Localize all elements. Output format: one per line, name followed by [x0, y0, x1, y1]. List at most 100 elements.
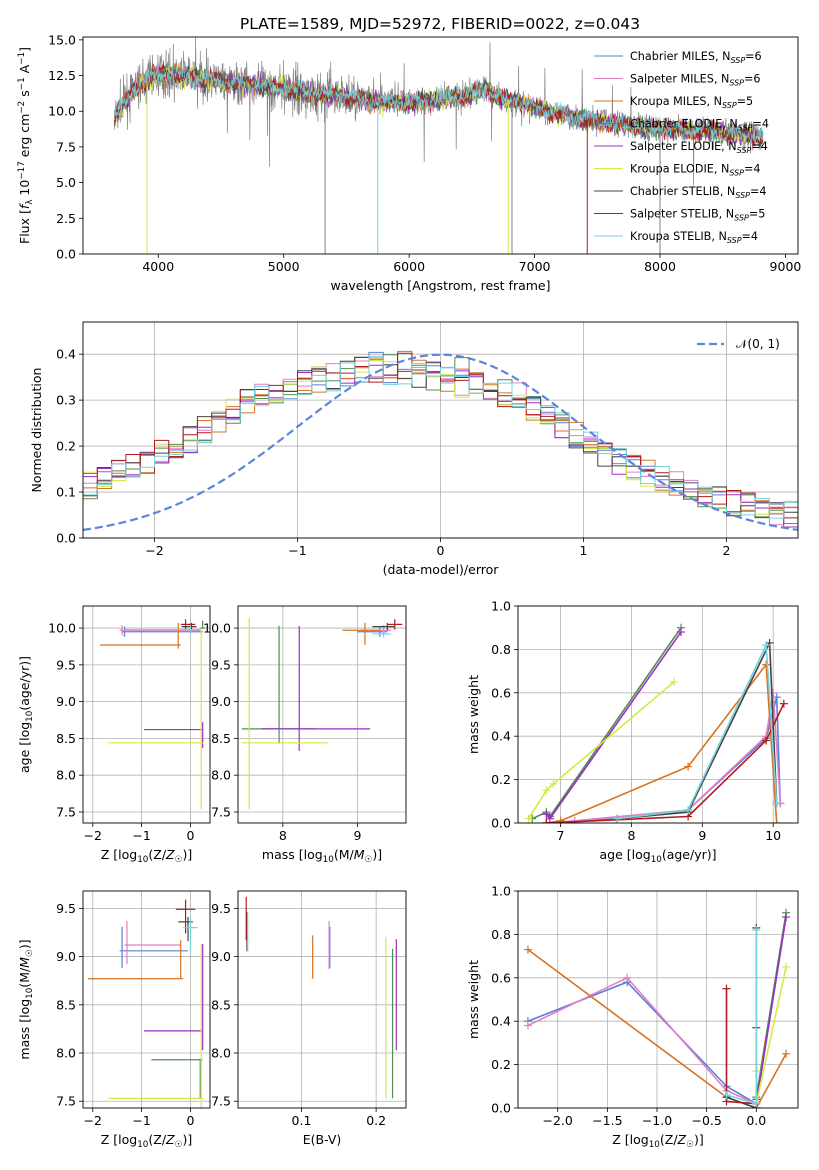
errorbar-salpeter-miles [125, 921, 181, 964]
y-tick-label: 10.0 [48, 621, 76, 636]
residuals-histogram-panel: −2 −1 0 1 2 0.0 0.1 0.2 0.3 0.4 (data-model)/error… [0, 322, 819, 577]
x-tick-label: 8000 [644, 259, 676, 274]
histogram-salpeter-miles [0, 361, 819, 533]
errorbar-salpeter-stelib [176, 900, 196, 934]
y-tick-label: 7.5 [56, 1094, 76, 1109]
y-tick-label: 8.0 [211, 1046, 231, 1061]
y-tick-label: 0.4 [56, 347, 76, 362]
y-tick-label: 0.0 [56, 531, 76, 546]
series-line-kroupa-stelib [727, 930, 757, 1104]
series-point-salpeter-stelib [780, 700, 788, 708]
y-tick-label: 9.5 [211, 901, 231, 916]
y-tick-label: 0.6 [491, 685, 511, 700]
x-tick-label: −1.5 [592, 1113, 622, 1128]
x-axis-label: mass [log10(M/M☉)] [262, 847, 382, 865]
errorbar-salpeter-elodie [144, 722, 203, 748]
y-tick-label: 8.5 [211, 731, 231, 746]
plot-area [525, 624, 788, 827]
errorbar-chabrier-elodie [242, 626, 317, 744]
errorbar-kroupa-miles [100, 623, 181, 649]
series-line-salpeter-stelib [546, 704, 783, 823]
y-tick-label: 0.1 [56, 485, 76, 500]
y-tick-label: 8.5 [56, 997, 76, 1012]
axes-frame [518, 606, 798, 823]
series-point-kroupa-elodie [525, 815, 533, 823]
y-tick-label: 10.0 [48, 104, 76, 119]
series-point-salpeter-stelib [723, 985, 731, 993]
x-axis-label: wavelength [Angstrom, rest frame] [330, 278, 550, 293]
axes-frame [238, 606, 406, 823]
y-tick-label: 9.0 [56, 694, 76, 709]
mass-weight-vs-metallicity-panel: −2.0 −1.5 −1.0 −0.5 0.0 0.0 0.2 0.4 0.6 0.8 1.0 Z [… [466, 884, 798, 1151]
y-tick-label: 0.0 [56, 247, 76, 262]
x-tick-label: −1.0 [642, 1113, 672, 1128]
axes-frame [83, 606, 210, 823]
errorbar-salpeter-elodie [144, 944, 203, 1050]
x-tick-label: 4000 [142, 259, 174, 274]
x-tick-label: −1 [288, 543, 306, 558]
y-tick-label: 9.5 [211, 657, 231, 672]
y-tick-label: 8.5 [211, 997, 231, 1012]
x-tick-label: −2.0 [543, 1113, 573, 1128]
y-tick-label: 0.2 [491, 1057, 511, 1072]
x-tick-label: 5000 [268, 259, 300, 274]
series-line-chabrier-stelib [727, 928, 757, 1108]
y-tick-label: 0.8 [491, 642, 511, 657]
y-tick-label: 0.2 [56, 439, 76, 454]
histogram-chabrier-elodie [0, 355, 819, 529]
y-tick-label: 0.8 [491, 927, 511, 942]
series-point-kroupa-miles [782, 1050, 790, 1058]
x-tick-label: 9 [353, 828, 361, 843]
series-line-salpeter-elodie [756, 917, 786, 1104]
x-tick-label: −2 [84, 828, 102, 843]
y-tick-label: 9.0 [211, 949, 231, 964]
series-point-salpeter-elodie [782, 913, 790, 921]
series-line-kroupa-miles [546, 665, 776, 823]
y-tick-label: 2.5 [56, 211, 76, 226]
x-axis-label: E(B-V) [303, 1132, 342, 1147]
legend-entry-chabrier-miles: Chabrier MILES, NSSP=6 [630, 50, 762, 65]
y-tick-label: 0.3 [56, 393, 76, 408]
y-tick-label: 7.5 [211, 1094, 231, 1109]
x-tick-label: −0.5 [691, 1113, 721, 1128]
legend-entry-kroupa-elodie: Kroupa ELODIE, NSSP=4 [630, 163, 761, 178]
y-tick-label: 9.5 [56, 657, 76, 672]
plot-area [100, 619, 205, 809]
y-tick-label: 8.0 [56, 1046, 76, 1061]
y-axis-label: mass [log10(M/M☉)] [17, 939, 35, 1059]
y-tick-label: 15.0 [48, 32, 76, 47]
y-tick-label: 9.0 [56, 949, 76, 964]
figure: PLATE=1589, MJD=52972, FIBERID=0022, z=0… [0, 0, 819, 1170]
series-line-kroupa-elodie [756, 967, 786, 1104]
spectrum-panel: 4000 5000 6000 7000 8000 90000.02.55.07.510.0… [17, 32, 801, 293]
y-tick-label: 8.0 [211, 768, 231, 783]
y-axis-label: Flux [fλ 10−17 erg cm−2 s−1 A−1] [17, 47, 35, 244]
series-line-salpeter-stelib [727, 989, 757, 1104]
legend-entry-salpeter-stelib: Salpeter STELIB, NSSP=5 [630, 208, 765, 223]
x-tick-label: 8 [627, 828, 635, 843]
x-tick-label: 6000 [393, 259, 425, 274]
histogram-salpeter-stelib [0, 353, 819, 535]
mass-vs-extinction-panel: 0.1 0.2 7.5 8.0 8.5 9.0 9.5 E(B-V) [211, 891, 406, 1147]
axes-frame [238, 891, 406, 1108]
y-tick-label: 0.0 [491, 1101, 511, 1116]
errorbar-kroupa-miles [88, 940, 183, 979]
x-axis-label: Z [log10(Z/Z☉)] [101, 847, 192, 865]
series-point-kroupa-stelib [752, 926, 760, 934]
x-tick-label: 0.0 [746, 1113, 766, 1128]
plot-area [88, 900, 204, 1108]
legend-entry-gaussian: 𝒩(0, 1) [736, 337, 780, 351]
x-tick-label: −2 [145, 543, 163, 558]
x-axis-label: Z [log10(Z/Z☉)] [101, 1132, 192, 1150]
legend-entry-kroupa-stelib: Kroupa STELIB, NSSP=4 [630, 230, 758, 245]
legend-entry-kroupa-miles: Kroupa MILES, NSSP=5 [630, 95, 753, 110]
errorbar-kroupa-elodie [108, 944, 203, 1108]
errorbar-kroupa-elodie [242, 618, 328, 809]
x-tick-label: −2 [84, 1113, 102, 1128]
histogram-kroupa-elodie [0, 361, 819, 535]
errorbar-chabrier-elodie [151, 1060, 202, 1099]
series-line-kroupa-stelib [617, 645, 777, 819]
y-tick-label: 0.6 [491, 970, 511, 985]
y-tick-label: 5.0 [56, 175, 76, 190]
x-tick-label: 0.2 [366, 1113, 386, 1128]
